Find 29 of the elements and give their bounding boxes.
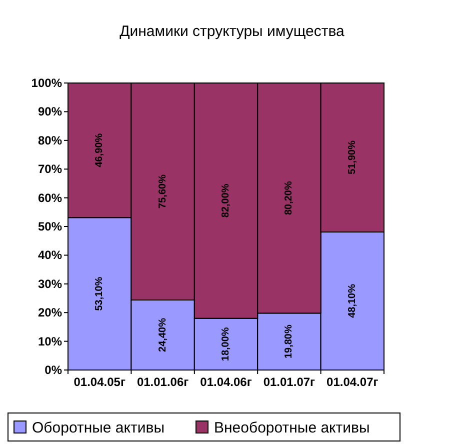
y-tick-label: 20% [38,306,62,320]
legend-label: Внеоборотные активы [214,420,370,436]
data-label: 51,90% [346,140,358,174]
y-tick-label: 60% [38,190,62,205]
y-tick-label: 80% [38,133,62,148]
x-tick-label: 01.04.06г [200,375,252,389]
y-tick-label: 40% [38,248,62,262]
data-label: 46,90% [94,133,106,168]
y-tick-label: 100% [31,76,62,90]
y-tick-label: 0% [44,363,62,377]
data-label: 80,20% [284,181,295,216]
chart-title: Динамики структуры имущества [120,23,346,40]
y-tick-label: 50% [38,220,62,234]
data-label: 48,10% [346,284,358,318]
data-label: 82,00% [220,184,232,218]
y-tick-label: 30% [38,276,62,291]
data-label: 18,00% [220,327,232,362]
data-label: 75,60% [157,174,168,208]
data-label: 19,80% [284,324,295,359]
legend-label: Оборотные активы [32,420,164,436]
x-tick-label: 01.04.07г [326,375,378,389]
y-tick-label: 70% [38,162,62,176]
y-tick-label: 10% [38,334,62,348]
x-tick-label: 01.04.05г [74,375,126,389]
x-tick-label: 01.01.06г [136,375,189,389]
data-label: 24,40% [157,318,168,352]
data-label: 53,10% [94,276,106,311]
x-tick-label: 01.01.07г [263,375,316,389]
y-tick-label: 90% [38,104,62,119]
